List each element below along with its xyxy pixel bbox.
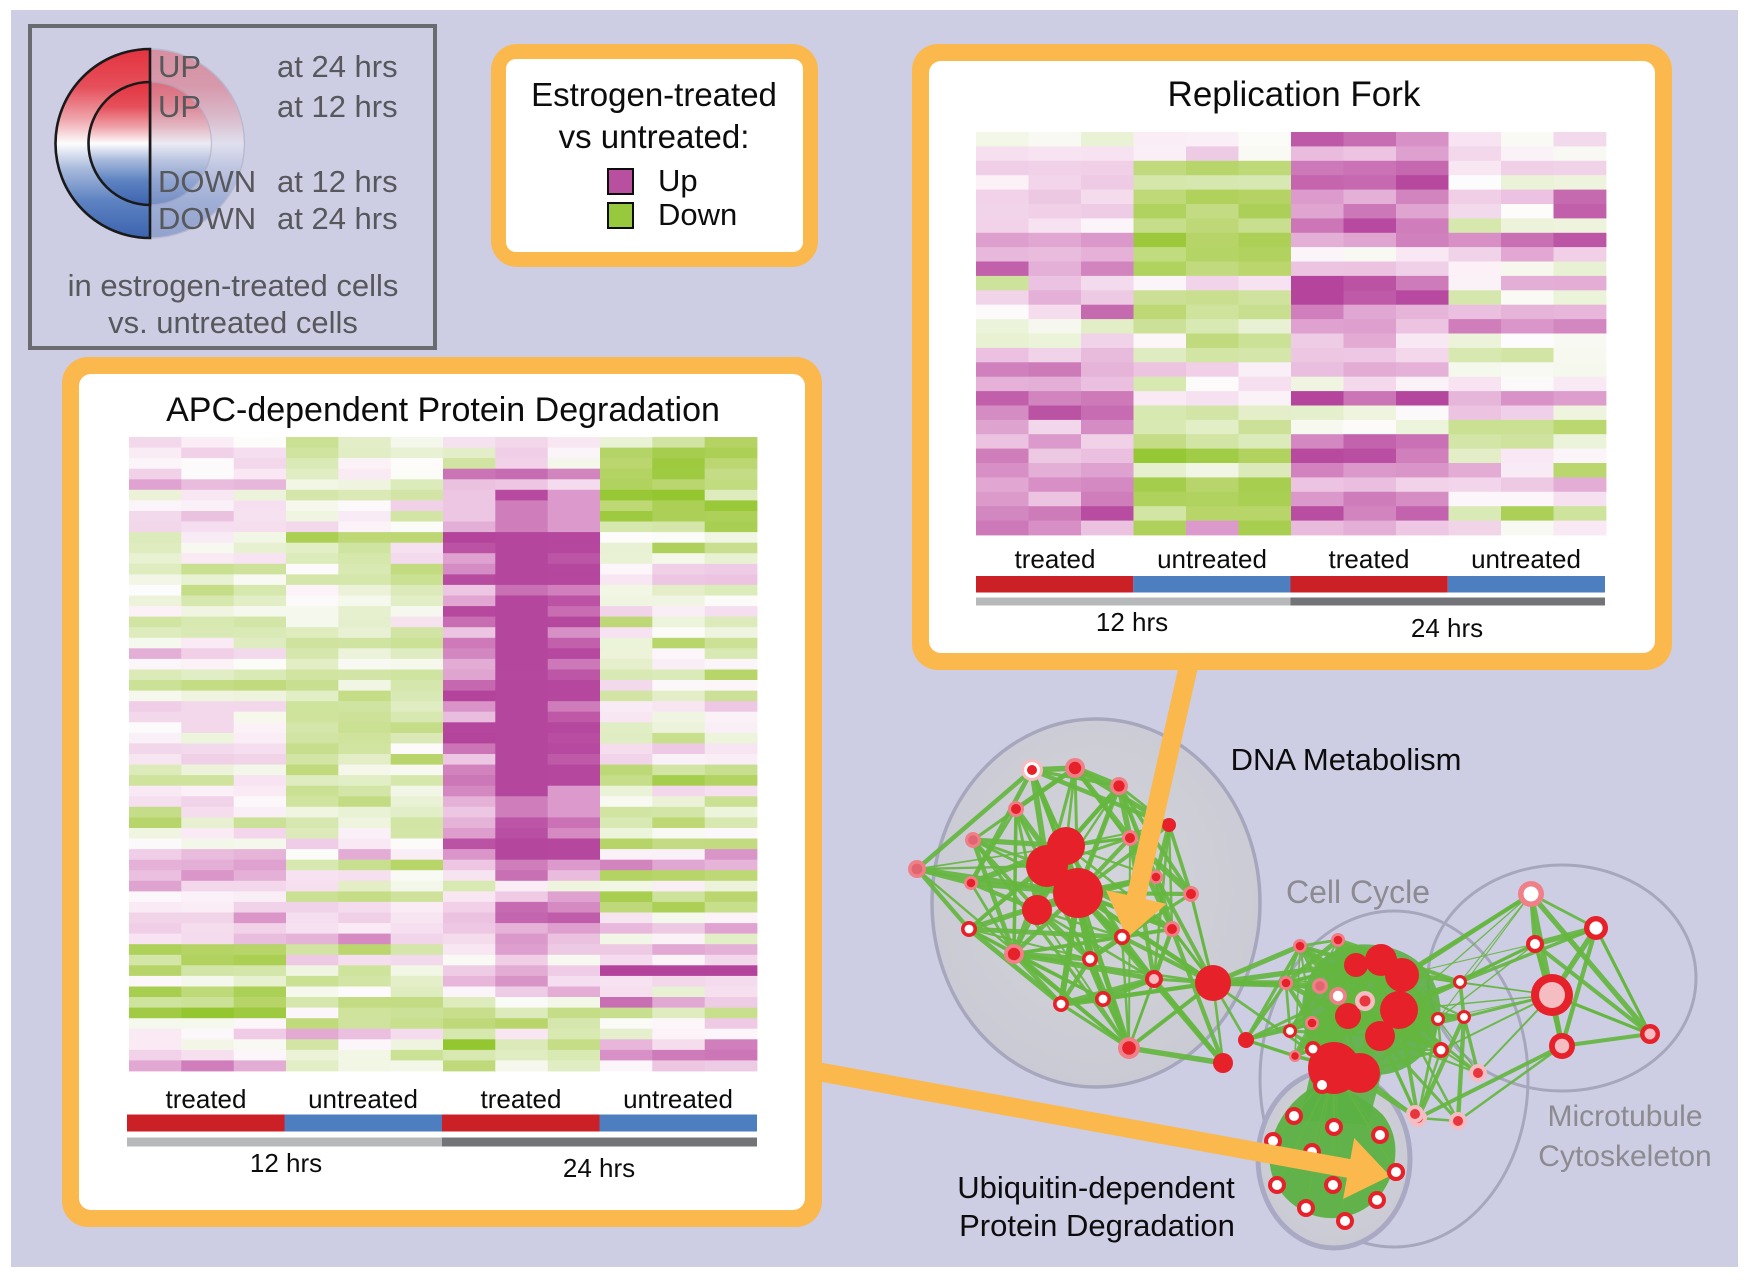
svg-text:12 hrs: 12 hrs (1096, 607, 1168, 637)
svg-text:24 hrs: 24 hrs (1411, 613, 1483, 643)
svg-text:treated: treated (1015, 544, 1096, 574)
svg-text:vs. untreated cells: vs. untreated cells (108, 305, 358, 340)
svg-text:vs untreated:: vs untreated: (559, 118, 750, 155)
svg-text:Cytoskeleton: Cytoskeleton (1538, 1140, 1711, 1173)
svg-text:at 24 hrs: at 24 hrs (277, 49, 398, 84)
svg-text:APC-dependent Protein Degradat: APC-dependent Protein Degradation (166, 391, 720, 429)
svg-text:Cell Cycle: Cell Cycle (1286, 874, 1430, 910)
svg-text:DOWN: DOWN (158, 164, 256, 199)
svg-text:treated: treated (166, 1084, 247, 1114)
svg-text:treated: treated (1329, 544, 1410, 574)
svg-text:Protein Degradation: Protein Degradation (959, 1208, 1235, 1243)
svg-text:treated: treated (481, 1084, 562, 1114)
svg-text:untreated: untreated (308, 1084, 418, 1114)
svg-text:at 12 hrs: at 12 hrs (277, 164, 398, 199)
svg-text:untreated: untreated (623, 1084, 733, 1114)
svg-text:DOWN: DOWN (158, 201, 256, 236)
svg-text:in estrogen-treated cells: in estrogen-treated cells (68, 268, 399, 303)
svg-text:Microtubule: Microtubule (1547, 1100, 1702, 1133)
svg-text:Down: Down (658, 197, 737, 232)
svg-text:at 12 hrs: at 12 hrs (277, 89, 398, 124)
svg-text:12 hrs: 12 hrs (250, 1148, 322, 1178)
svg-text:24 hrs: 24 hrs (563, 1153, 635, 1183)
svg-text:Up: Up (658, 163, 698, 198)
svg-text:at 24 hrs: at 24 hrs (277, 201, 398, 236)
svg-text:UP: UP (158, 89, 201, 124)
svg-text:UP: UP (158, 49, 201, 84)
svg-text:Ubiquitin-dependent: Ubiquitin-dependent (957, 1170, 1235, 1205)
svg-text:untreated: untreated (1471, 544, 1581, 574)
svg-text:DNA Metabolism: DNA Metabolism (1231, 742, 1462, 777)
svg-text:Estrogen-treated: Estrogen-treated (531, 76, 777, 113)
svg-text:Replication Fork: Replication Fork (1168, 75, 1421, 114)
svg-text:untreated: untreated (1157, 544, 1267, 574)
